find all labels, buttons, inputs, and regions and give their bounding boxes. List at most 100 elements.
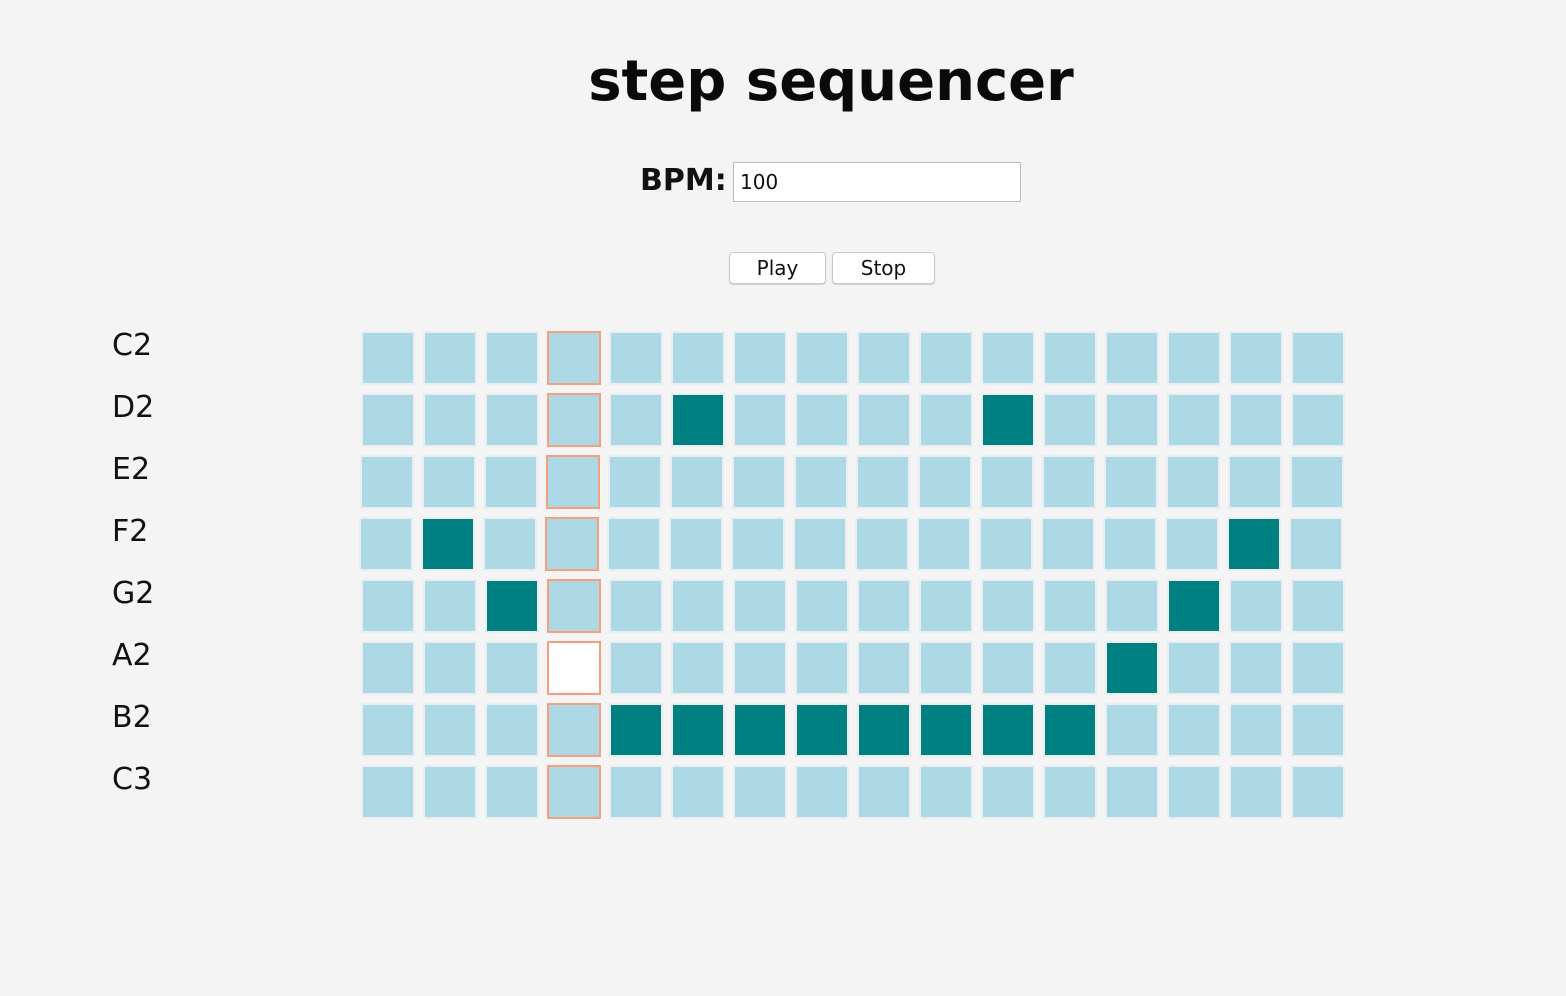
step-cell-d2-7[interactable] (733, 393, 787, 447)
step-cell-f2-4[interactable] (545, 517, 599, 571)
step-cell-f2-12[interactable] (1041, 517, 1095, 571)
step-cell-b2-2[interactable] (423, 703, 477, 757)
step-cell-c3-9[interactable] (857, 765, 911, 819)
step-cell-c2-14[interactable] (1167, 331, 1221, 385)
step-cell-a2-12[interactable] (1043, 641, 1097, 695)
step-cell-f2-7[interactable] (731, 517, 785, 571)
step-cell-b2-8[interactable] (795, 703, 849, 757)
step-cell-f2-13[interactable] (1103, 517, 1157, 571)
step-cell-a2-10[interactable] (919, 641, 973, 695)
step-cell-c3-10[interactable] (919, 765, 973, 819)
step-cell-e2-7[interactable] (732, 455, 786, 509)
step-cell-g2-10[interactable] (919, 579, 973, 633)
step-cell-g2-11[interactable] (981, 579, 1035, 633)
play-button[interactable]: Play (729, 252, 826, 284)
step-cell-g2-2[interactable] (423, 579, 477, 633)
step-cell-d2-15[interactable] (1229, 393, 1283, 447)
step-cell-g2-14[interactable] (1167, 579, 1221, 633)
step-cell-e2-14[interactable] (1166, 455, 1220, 509)
step-cell-g2-3[interactable] (485, 579, 539, 633)
step-cell-b2-15[interactable] (1229, 703, 1283, 757)
step-cell-e2-1[interactable] (360, 455, 414, 509)
step-cell-e2-9[interactable] (856, 455, 910, 509)
step-cell-g2-5[interactable] (609, 579, 663, 633)
step-cell-e2-5[interactable] (608, 455, 662, 509)
step-cell-f2-16[interactable] (1289, 517, 1343, 571)
step-cell-f2-14[interactable] (1165, 517, 1219, 571)
step-cell-c3-13[interactable] (1105, 765, 1159, 819)
step-cell-a2-16[interactable] (1291, 641, 1345, 695)
step-cell-g2-13[interactable] (1105, 579, 1159, 633)
step-cell-c3-1[interactable] (361, 765, 415, 819)
step-cell-c2-12[interactable] (1043, 331, 1097, 385)
step-cell-a2-5[interactable] (609, 641, 663, 695)
step-cell-c3-14[interactable] (1167, 765, 1221, 819)
step-cell-c3-16[interactable] (1291, 765, 1345, 819)
step-cell-f2-1[interactable] (359, 517, 413, 571)
step-cell-c3-6[interactable] (671, 765, 725, 819)
step-cell-b2-10[interactable] (919, 703, 973, 757)
step-cell-c2-15[interactable] (1229, 331, 1283, 385)
step-cell-d2-4[interactable] (547, 393, 601, 447)
step-cell-c3-11[interactable] (981, 765, 1035, 819)
step-cell-e2-16[interactable] (1290, 455, 1344, 509)
step-cell-d2-10[interactable] (919, 393, 973, 447)
step-cell-c2-8[interactable] (795, 331, 849, 385)
step-cell-d2-11[interactable] (981, 393, 1035, 447)
step-cell-f2-5[interactable] (607, 517, 661, 571)
step-cell-e2-11[interactable] (980, 455, 1034, 509)
step-cell-c2-6[interactable] (671, 331, 725, 385)
step-cell-c2-13[interactable] (1105, 331, 1159, 385)
step-cell-d2-1[interactable] (361, 393, 415, 447)
step-cell-a2-9[interactable] (857, 641, 911, 695)
step-cell-c3-3[interactable] (485, 765, 539, 819)
step-cell-c2-4[interactable] (547, 331, 601, 385)
step-cell-f2-3[interactable] (483, 517, 537, 571)
step-cell-f2-9[interactable] (855, 517, 909, 571)
step-cell-c3-7[interactable] (733, 765, 787, 819)
step-cell-d2-3[interactable] (485, 393, 539, 447)
step-cell-d2-16[interactable] (1291, 393, 1345, 447)
step-cell-b2-7[interactable] (733, 703, 787, 757)
step-cell-d2-13[interactable] (1105, 393, 1159, 447)
step-cell-c2-9[interactable] (857, 331, 911, 385)
step-cell-f2-15[interactable] (1227, 517, 1281, 571)
step-cell-c2-5[interactable] (609, 331, 663, 385)
step-cell-c3-2[interactable] (423, 765, 477, 819)
step-cell-g2-12[interactable] (1043, 579, 1097, 633)
step-cell-e2-15[interactable] (1228, 455, 1282, 509)
step-cell-d2-6[interactable] (671, 393, 725, 447)
step-cell-g2-7[interactable] (733, 579, 787, 633)
step-cell-e2-6[interactable] (670, 455, 724, 509)
step-cell-e2-8[interactable] (794, 455, 848, 509)
step-cell-b2-3[interactable] (485, 703, 539, 757)
step-cell-a2-11[interactable] (981, 641, 1035, 695)
step-cell-g2-6[interactable] (671, 579, 725, 633)
step-cell-d2-14[interactable] (1167, 393, 1221, 447)
step-cell-b2-9[interactable] (857, 703, 911, 757)
step-cell-b2-11[interactable] (981, 703, 1035, 757)
step-cell-c3-12[interactable] (1043, 765, 1097, 819)
step-cell-b2-14[interactable] (1167, 703, 1221, 757)
step-cell-c3-5[interactable] (609, 765, 663, 819)
step-cell-c2-7[interactable] (733, 331, 787, 385)
step-cell-c2-11[interactable] (981, 331, 1035, 385)
step-cell-c2-3[interactable] (485, 331, 539, 385)
step-cell-g2-9[interactable] (857, 579, 911, 633)
step-cell-c2-2[interactable] (423, 331, 477, 385)
step-cell-d2-12[interactable] (1043, 393, 1097, 447)
step-cell-f2-11[interactable] (979, 517, 1033, 571)
step-cell-f2-6[interactable] (669, 517, 723, 571)
step-cell-b2-1[interactable] (361, 703, 415, 757)
step-cell-f2-8[interactable] (793, 517, 847, 571)
step-cell-c3-4[interactable] (547, 765, 601, 819)
step-cell-e2-4[interactable] (546, 455, 600, 509)
step-cell-g2-16[interactable] (1291, 579, 1345, 633)
step-cell-c3-8[interactable] (795, 765, 849, 819)
step-cell-a2-4[interactable] (547, 641, 601, 695)
step-cell-b2-6[interactable] (671, 703, 725, 757)
step-cell-b2-4[interactable] (547, 703, 601, 757)
step-cell-g2-15[interactable] (1229, 579, 1283, 633)
step-cell-a2-3[interactable] (485, 641, 539, 695)
step-cell-c2-16[interactable] (1291, 331, 1345, 385)
